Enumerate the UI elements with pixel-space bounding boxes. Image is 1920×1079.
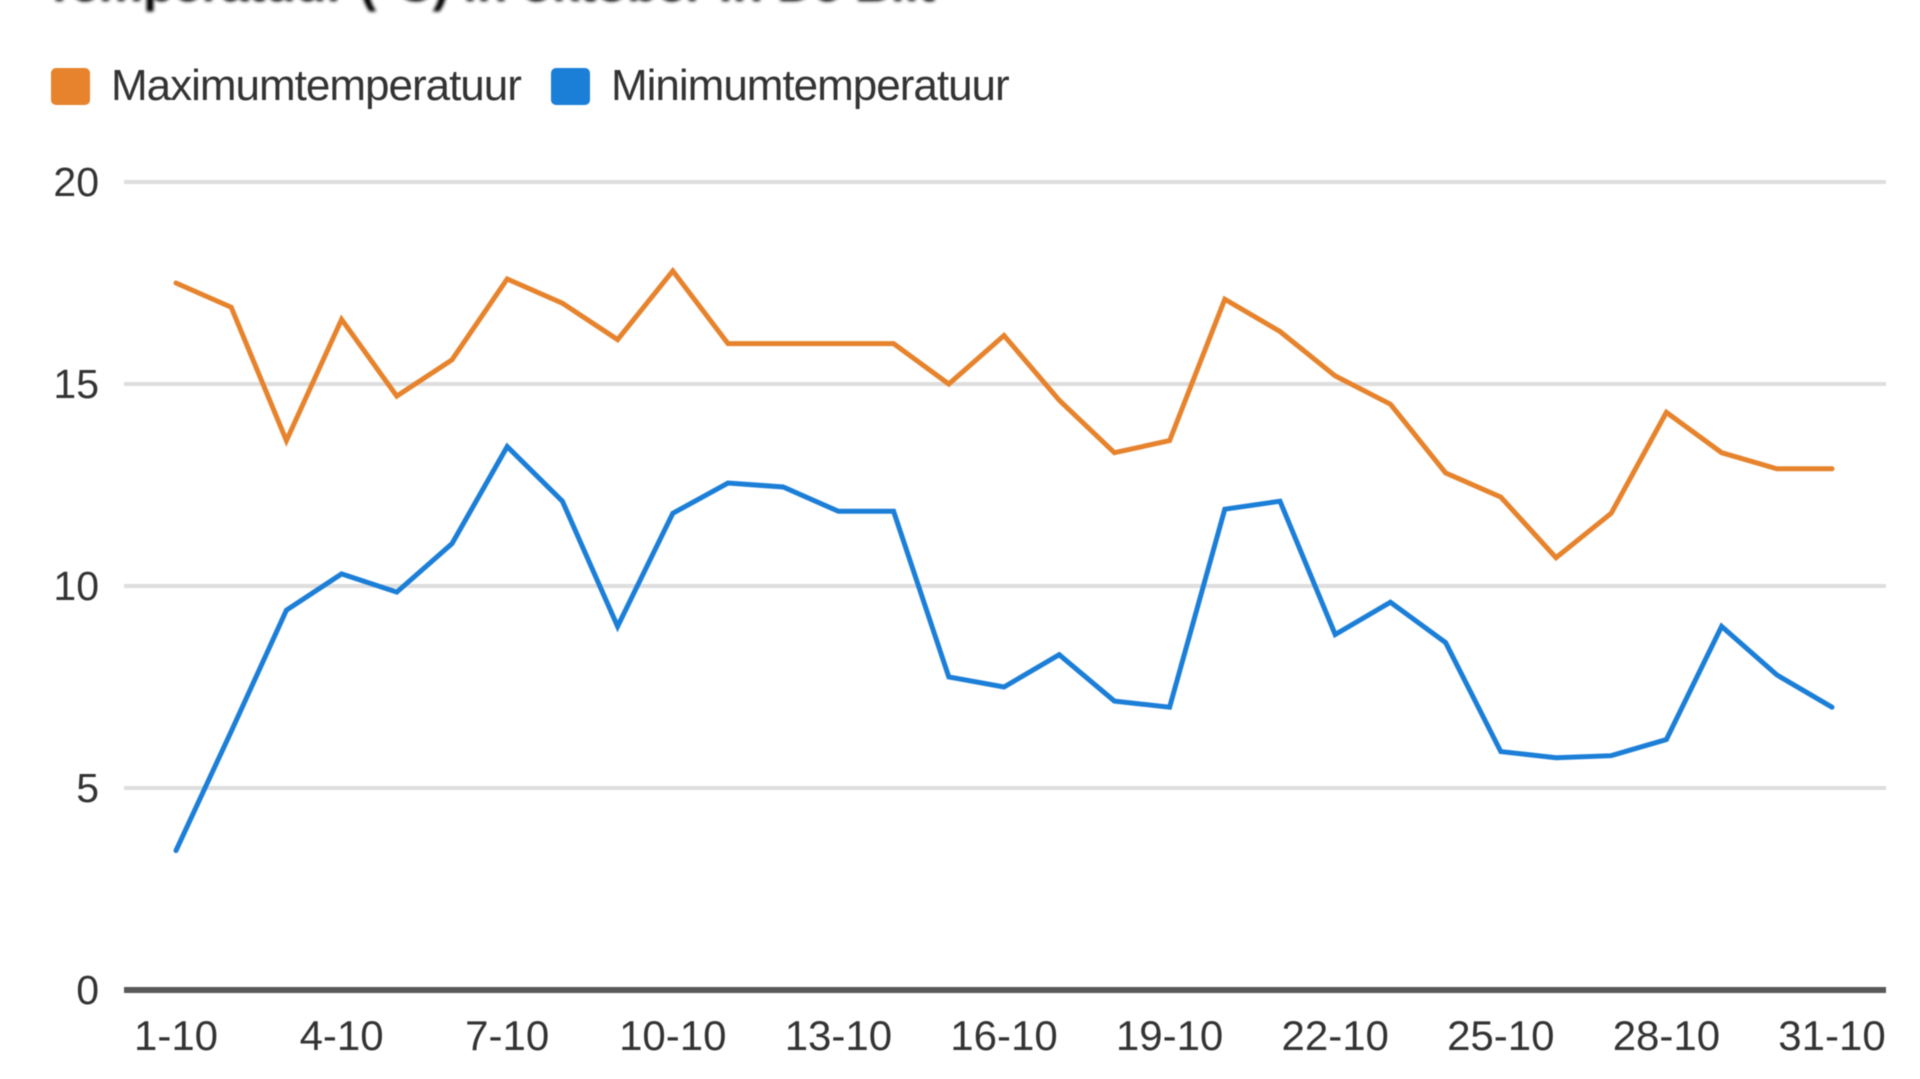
svg-text:16-10: 16-10: [950, 1012, 1057, 1059]
svg-text:4-10: 4-10: [300, 1012, 384, 1059]
svg-text:0: 0: [76, 967, 99, 1013]
svg-text:25-10: 25-10: [1447, 1012, 1554, 1059]
svg-text:15: 15: [53, 361, 99, 407]
svg-text:19-10: 19-10: [1116, 1012, 1223, 1059]
svg-text:22-10: 22-10: [1281, 1012, 1388, 1059]
svg-text:5: 5: [76, 765, 99, 811]
svg-text:31-10: 31-10: [1778, 1012, 1885, 1059]
svg-text:10: 10: [53, 563, 99, 609]
svg-text:28-10: 28-10: [1613, 1012, 1720, 1059]
svg-text:13-10: 13-10: [785, 1012, 892, 1059]
svg-text:1-10: 1-10: [134, 1012, 218, 1059]
svg-text:20: 20: [53, 159, 99, 205]
svg-text:7-10: 7-10: [465, 1012, 549, 1059]
svg-text:10-10: 10-10: [619, 1012, 726, 1059]
